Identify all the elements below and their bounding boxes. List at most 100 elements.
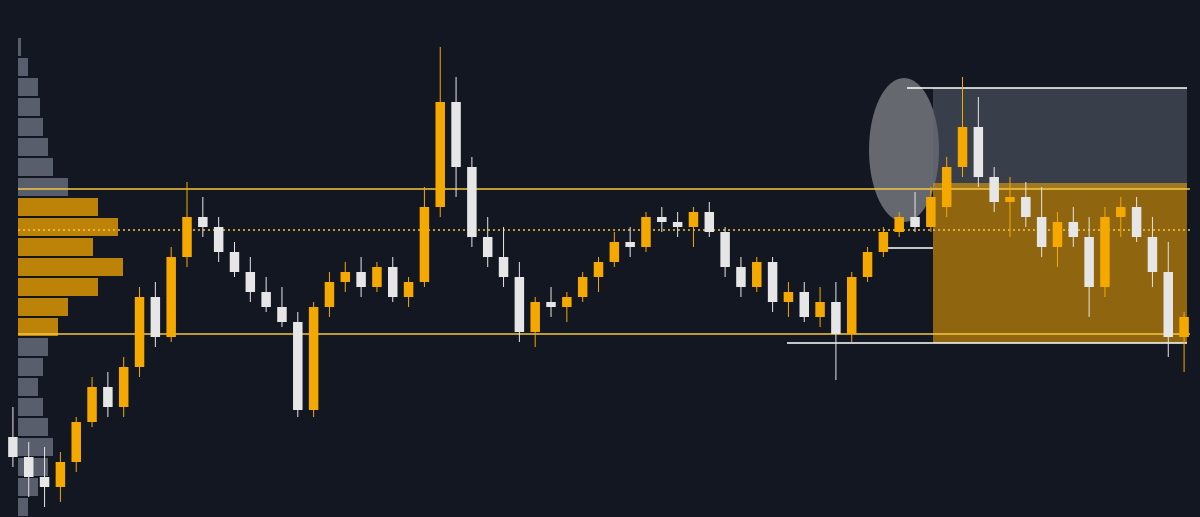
candle-body — [308, 307, 319, 410]
profile-bar — [18, 258, 123, 276]
candle-body — [1021, 197, 1031, 217]
candle-body — [736, 267, 746, 287]
candle-body — [878, 232, 889, 252]
candle-body — [530, 302, 540, 332]
profile-bar — [18, 118, 43, 136]
profile-bar — [18, 318, 58, 336]
candle-body — [562, 297, 572, 307]
profile-bar — [18, 158, 53, 176]
candle-body — [926, 197, 936, 227]
candle-body — [1100, 217, 1110, 287]
candle-body — [862, 252, 873, 277]
zone — [933, 88, 1187, 189]
candle-body — [166, 257, 176, 337]
candle-body — [1147, 237, 1158, 272]
candle-body — [514, 277, 525, 332]
candle-body — [498, 257, 509, 277]
candle-body — [388, 267, 398, 297]
candle-body — [229, 252, 240, 272]
profile-bar — [18, 438, 53, 456]
candle-body — [957, 127, 968, 167]
profile-bar — [18, 78, 38, 96]
candle-body — [831, 302, 841, 334]
candle-body — [324, 282, 335, 307]
profile-bar — [18, 98, 40, 116]
candle-body — [403, 282, 414, 297]
candle-body — [198, 217, 208, 227]
candle-body — [55, 462, 66, 487]
profile-bar — [18, 298, 68, 316]
candle-body — [1131, 207, 1142, 237]
candle-body — [118, 367, 129, 407]
profile-bar — [18, 338, 48, 356]
candle-body — [23, 457, 34, 477]
candle-body — [293, 322, 303, 410]
candle-body — [372, 267, 382, 287]
candle-body — [989, 177, 999, 202]
candle-body — [39, 477, 50, 487]
candle-body — [894, 217, 904, 232]
profile-bar — [18, 178, 68, 196]
highlight-ellipse — [869, 78, 939, 222]
candle-body — [419, 207, 430, 282]
candle-body — [1005, 197, 1015, 202]
profile-bar — [18, 498, 28, 516]
candle-body — [71, 422, 81, 462]
candle-body — [103, 387, 113, 407]
candle-body — [1116, 207, 1126, 217]
candle-body — [134, 297, 145, 367]
candle-body — [546, 302, 556, 307]
profile-bar — [18, 478, 38, 496]
profile-bar — [18, 198, 98, 216]
profile-bar — [18, 218, 118, 236]
candle-body — [277, 307, 287, 322]
candle-body — [340, 272, 351, 282]
candle-body — [973, 127, 984, 177]
profile-bar — [18, 418, 48, 436]
candle-body — [213, 227, 224, 252]
candle-body — [87, 387, 97, 422]
candle-body — [910, 217, 920, 227]
candle-body — [1036, 217, 1047, 247]
candle-body — [657, 217, 667, 222]
candle-body — [8, 437, 18, 457]
candle-body — [720, 232, 730, 267]
candle-body — [245, 272, 256, 292]
candle-body — [435, 102, 445, 207]
candle-body — [799, 292, 809, 317]
candle-body — [1068, 222, 1079, 237]
profile-bar — [18, 58, 28, 76]
candle-body — [182, 217, 192, 257]
candle-body — [609, 242, 620, 262]
candle-body — [783, 292, 794, 302]
candle-body — [577, 277, 588, 297]
candle-body — [641, 217, 651, 247]
candle-body — [467, 167, 477, 237]
candle-body — [688, 212, 699, 227]
candle-body — [593, 262, 604, 277]
candle-body — [1052, 222, 1063, 247]
candle-body — [704, 212, 715, 232]
candle-body — [815, 302, 825, 317]
candle-body — [482, 237, 493, 257]
profile-bar — [18, 38, 21, 56]
candle-body — [1163, 272, 1174, 337]
candle-body — [1084, 237, 1094, 287]
profile-bar — [18, 278, 98, 296]
profile-bar — [18, 398, 43, 416]
profile-bar — [18, 238, 93, 256]
candle-body — [356, 272, 366, 287]
candle-body — [1179, 317, 1189, 337]
candles — [8, 47, 1189, 507]
candle-body — [846, 277, 857, 334]
candle-body — [261, 292, 271, 307]
candle-body — [150, 297, 161, 337]
zone — [933, 183, 1187, 343]
candle-body — [767, 262, 778, 302]
candle-body — [451, 102, 461, 167]
profile-bar — [18, 138, 48, 156]
profile-bar — [18, 358, 43, 376]
candle-body — [672, 222, 683, 227]
